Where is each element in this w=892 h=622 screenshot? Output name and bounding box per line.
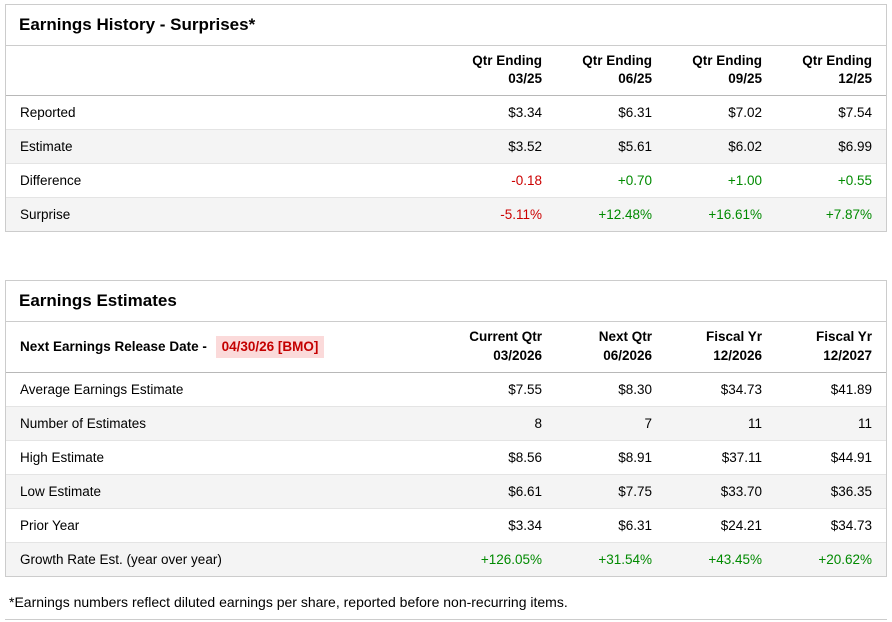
row-label-high-estimate: High Estimate [6,439,446,475]
value-cell: +0.70 [556,163,666,198]
value-cell: $3.34 [508,105,542,121]
value-cell: -5.11% [446,197,556,232]
table-row-growth-rate: Growth Rate Est. (year over year) +126.0… [6,541,886,576]
period-column-header: Current Qtr 03/2026 [446,322,556,373]
value-cell: $3.52 [446,129,556,164]
value-cell: $37.11 [666,439,776,475]
table-row-estimate: Estimate $3.52 $5.61 $6.02 $6.99 [6,129,886,164]
value-cell: +20.62% [776,541,886,576]
value-cell: +7.87% [776,197,886,232]
value-cell: $36.35 [776,473,886,509]
value-cell: $5.61 [556,129,666,164]
value-cell: $44.91 [776,439,886,475]
row-label-prior-year: Prior Year [6,507,446,543]
row-label-reported: Reported [20,105,76,121]
empty-header-cell [6,46,446,97]
qtr-column-header: Qtr Ending 12/25 [776,46,886,97]
value-cell: $3.34 [446,507,556,543]
qtr-column-header: Qtr Ending 06/25 [556,46,666,97]
value-cell: $6.31 [618,105,652,121]
next-earnings-release-cell: Next Earnings Release Date - 04/30/26 [B… [6,322,446,373]
value-cell: $6.61 [446,473,556,509]
value-cell: 7 [556,405,666,441]
table-row-reported: Reported $3.34 $6.31 $7.02 $7.54 [6,96,886,130]
period-column-header: Fiscal Yr 12/2027 [776,322,886,373]
table-row-surprise: Surprise -5.11% +12.48% +16.61% +7.87% [6,197,886,232]
value-cell: $7.02 [728,105,762,121]
value-cell: $8.56 [446,439,556,475]
earnings-history-table: Qtr Ending 03/25 Qtr Ending 06/25 Qtr En… [6,46,886,232]
table-row-difference: Difference -0.18 +0.70 +1.00 +0.55 [6,163,886,198]
value-cell: +43.45% [666,541,776,576]
value-cell: 11 [776,405,886,441]
earnings-estimates-table: Next Earnings Release Date - 04/30/26 [B… [6,322,886,576]
earnings-estimates-header-row: Next Earnings Release Date - 04/30/26 [B… [6,322,886,373]
value-cell: $6.02 [666,129,776,164]
value-cell: +0.55 [776,163,886,198]
release-date-label: Next Earnings Release Date - [20,338,207,354]
table-row-prior-year: Prior Year $3.34 $6.31 $24.21 $34.73 [6,507,886,543]
earnings-history-title: Earnings History - Surprises* [6,5,886,46]
value-cell: +12.48% [556,197,666,232]
value-cell: +126.05% [446,541,556,576]
earnings-estimates-title: Earnings Estimates [6,281,886,323]
value-cell: $8.30 [618,381,652,397]
period-column-header: Next Qtr 06/2026 [556,322,666,373]
value-cell: 11 [666,405,776,441]
earnings-history-section: Earnings History - Surprises* Qtr Ending… [5,4,887,233]
value-cell: $6.31 [556,507,666,543]
row-label-number-of-estimates: Number of Estimates [6,405,446,441]
value-cell: +1.00 [666,163,776,198]
value-cell: $7.75 [556,473,666,509]
row-label-estimate: Estimate [6,129,446,164]
row-label-average-estimate: Average Earnings Estimate [20,381,184,397]
table-row-high-estimate: High Estimate $8.56 $8.91 $37.11 $44.91 [6,439,886,475]
value-cell: $34.73 [776,507,886,543]
value-cell: $7.54 [838,105,872,121]
release-date-badge: 04/30/26 [BMO] [215,335,325,358]
value-cell: $8.91 [556,439,666,475]
value-cell: +31.54% [556,541,666,576]
value-cell: 8 [446,405,556,441]
row-label-surprise: Surprise [6,197,446,232]
qtr-column-header: Qtr Ending 03/25 [446,46,556,97]
next-section-top-border [5,618,887,622]
value-cell: $33.70 [666,473,776,509]
table-row-number-of-estimates: Number of Estimates 8 7 11 11 [6,405,886,441]
period-column-header: Fiscal Yr 12/2026 [666,322,776,373]
earnings-history-header-row: Qtr Ending 03/25 Qtr Ending 06/25 Qtr En… [6,46,886,97]
earnings-estimates-section: Earnings Estimates Next Earnings Release… [5,280,887,577]
row-label-low-estimate: Low Estimate [6,473,446,509]
table-row-average-estimate: Average Earnings Estimate $7.55 $8.30 $3… [6,372,886,406]
value-cell: $41.89 [830,381,872,397]
value-cell: $6.99 [776,129,886,164]
value-cell: -0.18 [446,163,556,198]
row-label-growth-rate: Growth Rate Est. (year over year) [6,541,446,576]
value-cell: $34.73 [720,381,762,397]
table-row-low-estimate: Low Estimate $6.61 $7.75 $33.70 $36.35 [6,473,886,509]
section-spacer [0,232,892,276]
value-cell: +16.61% [666,197,776,232]
value-cell: $7.55 [508,381,542,397]
value-cell: $24.21 [666,507,776,543]
footnote: *Earnings numbers reflect diluted earnin… [9,593,568,610]
row-label-difference: Difference [6,163,446,198]
qtr-column-header: Qtr Ending 09/25 [666,46,776,97]
